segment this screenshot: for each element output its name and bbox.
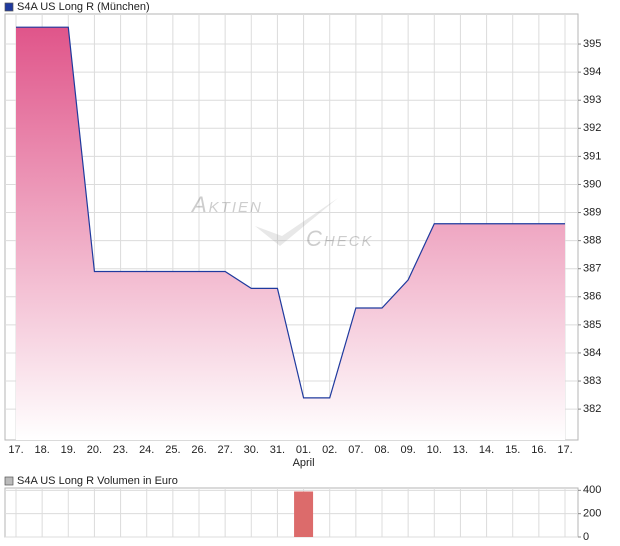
x-tick-label: 07. bbox=[348, 444, 363, 456]
watermark: Aktien Check bbox=[190, 192, 374, 251]
annotation: April bbox=[293, 457, 315, 469]
y-tick-label: 400 bbox=[583, 484, 601, 496]
area bbox=[16, 27, 565, 440]
line bbox=[16, 26, 565, 399]
x-tick-label: 16. bbox=[531, 444, 546, 456]
y-tick-label: 388 bbox=[583, 235, 601, 247]
x-tick-label: 10. bbox=[427, 444, 442, 456]
legend-swatch bbox=[4, 2, 14, 12]
x-tick-label: 15. bbox=[505, 444, 520, 456]
legend-swatch bbox=[4, 476, 14, 486]
legend-label: S4A US Long R (München) bbox=[17, 1, 150, 13]
x-tick-label: 13. bbox=[453, 444, 468, 456]
y-tick-label: 200 bbox=[583, 508, 601, 520]
y-tick-label: 387 bbox=[583, 263, 601, 275]
y-tick-label: 382 bbox=[583, 403, 601, 415]
x-tick-label: 02. bbox=[322, 444, 337, 456]
x-tick-label: 17. bbox=[8, 444, 23, 456]
x-tick-label: 23. bbox=[113, 444, 128, 456]
x-tick-label: 01. bbox=[296, 444, 311, 456]
x-tick-label: 31. bbox=[270, 444, 285, 456]
x-tick-label: 19. bbox=[61, 444, 76, 456]
y-tick-label: 394 bbox=[583, 66, 601, 78]
watermark-text: Check bbox=[306, 226, 374, 251]
x-tick-label: 14. bbox=[479, 444, 494, 456]
y-tick-label: 383 bbox=[583, 375, 601, 387]
x-tick-label: 27. bbox=[217, 444, 232, 456]
y-tick-label: 390 bbox=[583, 178, 601, 190]
x-tick-label: 17. bbox=[557, 444, 572, 456]
y-tick-label: 389 bbox=[583, 206, 601, 218]
x-tick-label: 25. bbox=[165, 444, 180, 456]
plot-area bbox=[4, 487, 579, 538]
y-tick-label: 395 bbox=[583, 38, 601, 50]
y-tick-label: 392 bbox=[583, 122, 601, 134]
y-tick-label: 385 bbox=[583, 319, 601, 331]
x-tick-label: 18. bbox=[34, 444, 49, 456]
x-tick-label: 26. bbox=[191, 444, 206, 456]
watermark-check bbox=[255, 198, 338, 246]
x-tick-label: 20. bbox=[87, 444, 102, 456]
y-tick-label: 393 bbox=[583, 94, 601, 106]
x-tick-label: 09. bbox=[400, 444, 415, 456]
x-tick-label: 30. bbox=[244, 444, 259, 456]
legend-label: S4A US Long R Volumen in Euro bbox=[17, 475, 178, 487]
y-tick-label: 386 bbox=[583, 291, 601, 303]
y-tick-label: 0 bbox=[583, 531, 589, 543]
bar bbox=[294, 491, 314, 537]
y-tick-label: 391 bbox=[583, 150, 601, 162]
watermark-text: Aktien bbox=[190, 192, 263, 217]
x-tick-label: 08. bbox=[374, 444, 389, 456]
y-tick-label: 384 bbox=[583, 347, 601, 359]
x-tick-label: 24. bbox=[139, 444, 154, 456]
